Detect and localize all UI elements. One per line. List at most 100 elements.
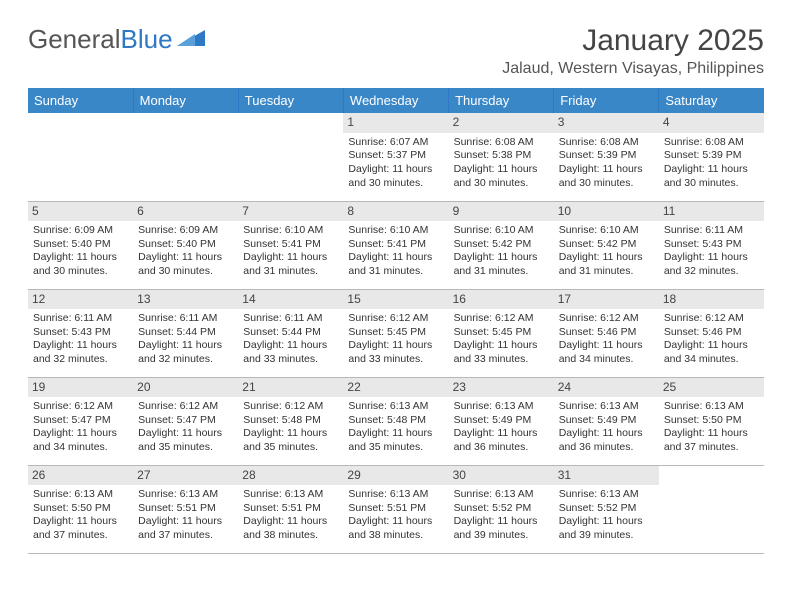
day-number: 29 <box>343 466 448 486</box>
sunrise-line: Sunrise: 6:10 AM <box>348 224 443 238</box>
sunrise-line: Sunrise: 6:12 AM <box>454 312 549 326</box>
day-number: 12 <box>28 290 133 310</box>
daylight-line: Daylight: 11 hours and 32 minutes. <box>33 339 128 366</box>
sunrise-line: Sunrise: 6:09 AM <box>33 224 128 238</box>
calendar-week-row: 1Sunrise: 6:07 AMSunset: 5:37 PMDaylight… <box>28 113 764 201</box>
day-header: Sunday <box>28 88 133 113</box>
day-header: Tuesday <box>238 88 343 113</box>
sunset-line: Sunset: 5:49 PM <box>454 414 549 428</box>
sunset-line: Sunset: 5:48 PM <box>348 414 443 428</box>
sunrise-line: Sunrise: 6:12 AM <box>348 312 443 326</box>
brand-logo: GeneralBlue <box>28 24 205 55</box>
day-number: 15 <box>343 290 448 310</box>
calendar-day-cell: 22Sunrise: 6:13 AMSunset: 5:48 PMDayligh… <box>343 377 448 465</box>
day-number: 19 <box>28 378 133 398</box>
calendar-day-cell: 1Sunrise: 6:07 AMSunset: 5:37 PMDaylight… <box>343 113 448 201</box>
sunset-line: Sunset: 5:41 PM <box>348 238 443 252</box>
sunset-line: Sunset: 5:47 PM <box>33 414 128 428</box>
sunset-line: Sunset: 5:52 PM <box>559 502 654 516</box>
month-title: January 2025 <box>502 24 764 58</box>
sunset-line: Sunset: 5:39 PM <box>559 149 654 163</box>
sunrise-line: Sunrise: 6:08 AM <box>559 136 654 150</box>
sunrise-line: Sunrise: 6:13 AM <box>454 400 549 414</box>
calendar-day-cell: 11Sunrise: 6:11 AMSunset: 5:43 PMDayligh… <box>659 201 764 289</box>
sunrise-line: Sunrise: 6:12 AM <box>138 400 233 414</box>
calendar-day-cell: 5Sunrise: 6:09 AMSunset: 5:40 PMDaylight… <box>28 201 133 289</box>
day-number: 10 <box>554 202 659 222</box>
sunrise-line: Sunrise: 6:07 AM <box>348 136 443 150</box>
calendar-day-cell: 3Sunrise: 6:08 AMSunset: 5:39 PMDaylight… <box>554 113 659 201</box>
sunrise-line: Sunrise: 6:11 AM <box>138 312 233 326</box>
sunrise-line: Sunrise: 6:13 AM <box>138 488 233 502</box>
calendar-day-cell <box>133 113 238 201</box>
calendar-day-cell: 8 Sunrise: 6:10 AMSunset: 5:41 PMDaylight… <box>343 201 448 289</box>
sunrise-line: Sunrise: 6:12 AM <box>243 400 338 414</box>
daylight-line: Daylight: 11 hours and 38 minutes. <box>348 515 443 542</box>
sunset-line: Sunset: 5:44 PM <box>138 326 233 340</box>
daylight-line: Daylight: 11 hours and 30 minutes. <box>138 251 233 278</box>
daylight-line: Daylight: 11 hours and 33 minutes. <box>243 339 338 366</box>
calendar-day-cell: 10Sunrise: 6:10 AMSunset: 5:42 PMDayligh… <box>554 201 659 289</box>
sunset-line: Sunset: 5:51 PM <box>138 502 233 516</box>
sunset-line: Sunset: 5:42 PM <box>559 238 654 252</box>
sunrise-line: Sunrise: 6:13 AM <box>348 400 443 414</box>
calendar-day-cell: 4Sunrise: 6:08 AMSunset: 5:39 PMDaylight… <box>659 113 764 201</box>
day-number: 30 <box>449 466 554 486</box>
sunset-line: Sunset: 5:37 PM <box>348 149 443 163</box>
calendar-day-cell: 25Sunrise: 6:13 AMSunset: 5:50 PMDayligh… <box>659 377 764 465</box>
day-header: Thursday <box>449 88 554 113</box>
sunset-line: Sunset: 5:50 PM <box>664 414 759 428</box>
calendar-day-cell: 6Sunrise: 6:09 AMSunset: 5:40 PMDaylight… <box>133 201 238 289</box>
daylight-line: Daylight: 11 hours and 33 minutes. <box>348 339 443 366</box>
sunset-line: Sunset: 5:46 PM <box>664 326 759 340</box>
daylight-line: Daylight: 11 hours and 37 minutes. <box>664 427 759 454</box>
day-number: 9 <box>449 202 554 222</box>
calendar-day-cell: 30Sunrise: 6:13 AMSunset: 5:52 PMDayligh… <box>449 465 554 553</box>
daylight-line: Daylight: 11 hours and 34 minutes. <box>664 339 759 366</box>
sunset-line: Sunset: 5:48 PM <box>243 414 338 428</box>
daylight-line: Daylight: 11 hours and 38 minutes. <box>243 515 338 542</box>
sunrise-line: Sunrise: 6:11 AM <box>243 312 338 326</box>
sunrise-line: Sunrise: 6:13 AM <box>348 488 443 502</box>
day-number: 17 <box>554 290 659 310</box>
sunrise-line: Sunrise: 6:10 AM <box>559 224 654 238</box>
day-number: 2 <box>449 113 554 133</box>
daylight-line: Daylight: 11 hours and 37 minutes. <box>138 515 233 542</box>
calendar-day-cell: 27Sunrise: 6:13 AMSunset: 5:51 PMDayligh… <box>133 465 238 553</box>
day-header: Saturday <box>659 88 764 113</box>
day-number: 23 <box>449 378 554 398</box>
calendar-week-row: 26Sunrise: 6:13 AMSunset: 5:50 PMDayligh… <box>28 465 764 553</box>
day-number: 31 <box>554 466 659 486</box>
sunset-line: Sunset: 5:52 PM <box>454 502 549 516</box>
day-number: 26 <box>28 466 133 486</box>
daylight-line: Daylight: 11 hours and 33 minutes. <box>454 339 549 366</box>
sunrise-line: Sunrise: 6:08 AM <box>454 136 549 150</box>
sunset-line: Sunset: 5:45 PM <box>454 326 549 340</box>
day-number: 13 <box>133 290 238 310</box>
sunset-line: Sunset: 5:51 PM <box>243 502 338 516</box>
location-text: Jalaud, Western Visayas, Philippines <box>502 60 764 78</box>
sunrise-line: Sunrise: 6:13 AM <box>664 400 759 414</box>
calendar-day-cell: 9Sunrise: 6:10 AMSunset: 5:42 PMDaylight… <box>449 201 554 289</box>
daylight-line: Daylight: 11 hours and 31 minutes. <box>348 251 443 278</box>
daylight-line: Daylight: 11 hours and 31 minutes. <box>454 251 549 278</box>
calendar-day-cell: 31Sunrise: 6:13 AMSunset: 5:52 PMDayligh… <box>554 465 659 553</box>
day-header: Wednesday <box>343 88 448 113</box>
sunrise-line: Sunrise: 6:08 AM <box>664 136 759 150</box>
day-header: Friday <box>554 88 659 113</box>
calendar-day-cell: 16Sunrise: 6:12 AMSunset: 5:45 PMDayligh… <box>449 289 554 377</box>
day-number: 28 <box>238 466 343 486</box>
daylight-line: Daylight: 11 hours and 36 minutes. <box>559 427 654 454</box>
day-number: 20 <box>133 378 238 398</box>
day-number: 8 <box>343 202 448 222</box>
sunset-line: Sunset: 5:42 PM <box>454 238 549 252</box>
daylight-line: Daylight: 11 hours and 35 minutes. <box>243 427 338 454</box>
sunrise-line: Sunrise: 6:12 AM <box>664 312 759 326</box>
calendar-day-cell: 13Sunrise: 6:11 AMSunset: 5:44 PMDayligh… <box>133 289 238 377</box>
calendar-day-cell: 12Sunrise: 6:11 AMSunset: 5:43 PMDayligh… <box>28 289 133 377</box>
daylight-line: Daylight: 11 hours and 30 minutes. <box>348 163 443 190</box>
daylight-line: Daylight: 11 hours and 39 minutes. <box>559 515 654 542</box>
sunrise-line: Sunrise: 6:11 AM <box>664 224 759 238</box>
sunrise-line: Sunrise: 6:09 AM <box>138 224 233 238</box>
calendar-table: SundayMondayTuesdayWednesdayThursdayFrid… <box>28 88 764 554</box>
